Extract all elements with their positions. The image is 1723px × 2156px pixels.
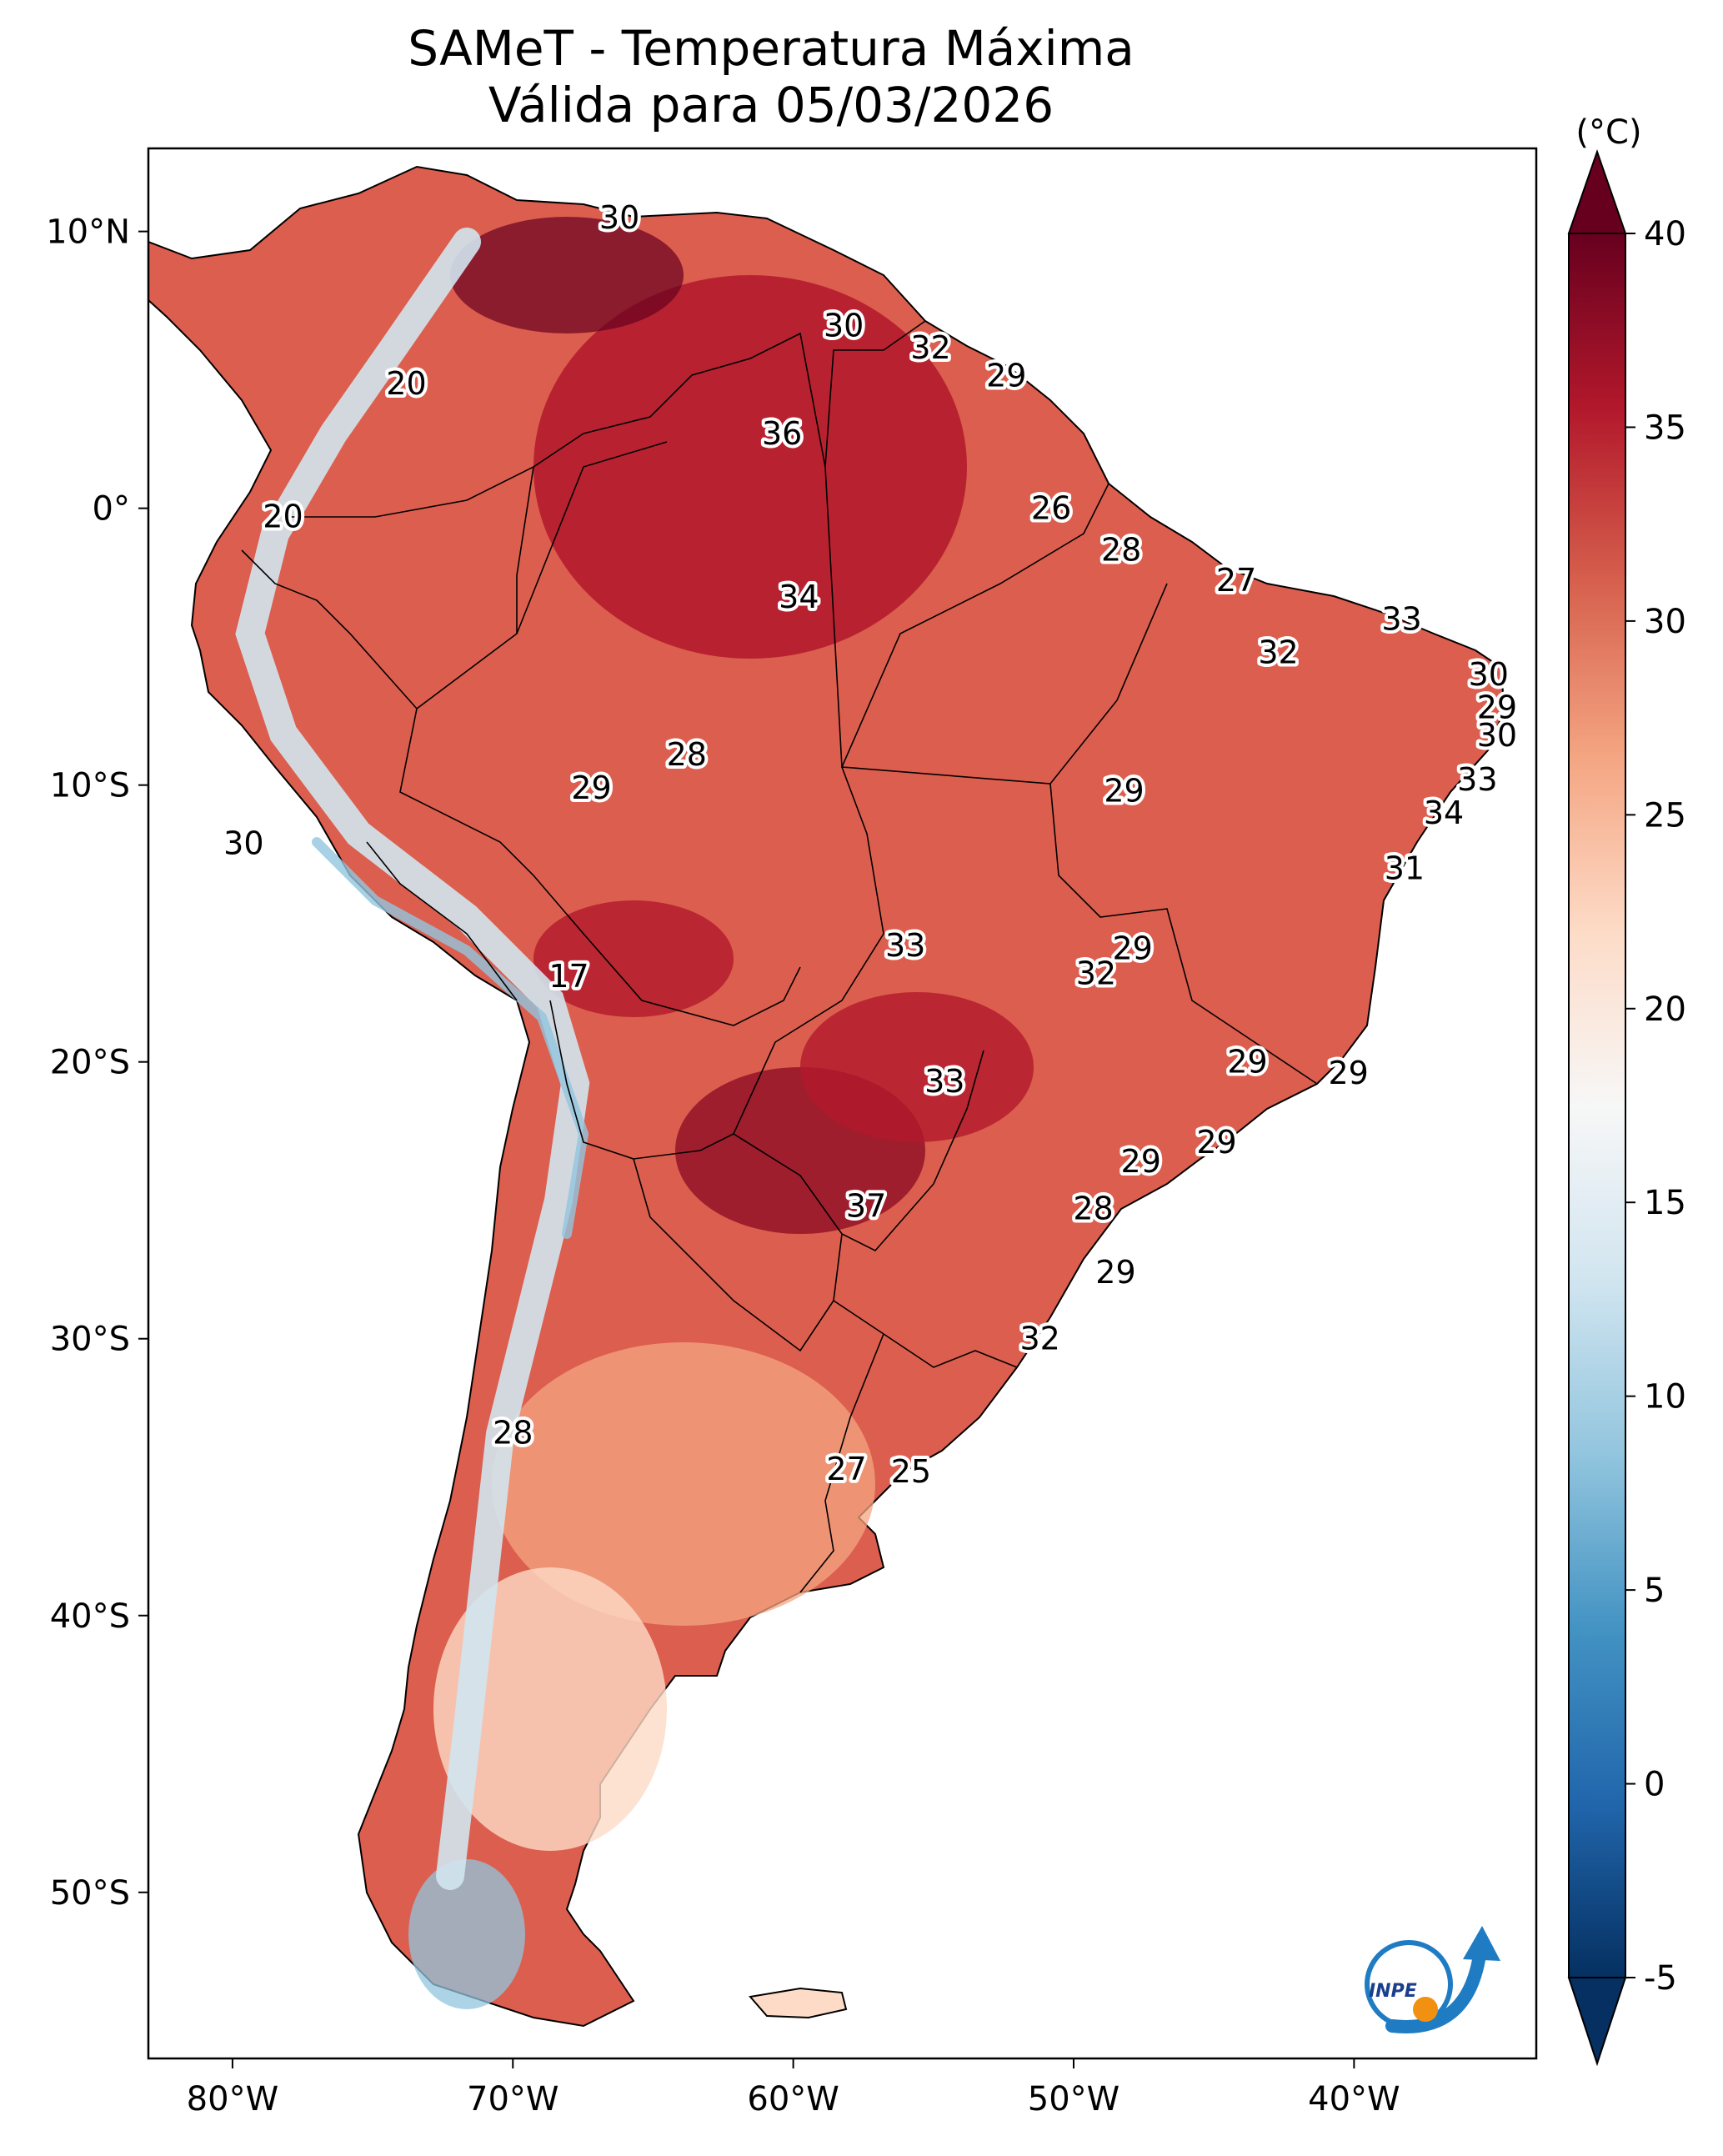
- hot-region-venezuela: [450, 217, 684, 333]
- temperature-value-label: 31: [1385, 850, 1425, 886]
- colorbar: (°C) 40 35 30 25 20 15 10 5 0 -5: [1567, 113, 1686, 2067]
- temperature-value-label: 33: [1381, 600, 1421, 637]
- lat-tick-label: 10°S: [50, 767, 130, 805]
- temperature-value-label: 25: [891, 1453, 931, 1490]
- temperature-value-label: 33: [1457, 761, 1497, 798]
- colorbar-tick-label: 25: [1644, 796, 1686, 835]
- colorbar-tick-label: 30: [1644, 603, 1686, 641]
- logo-arrow-icon: [1463, 1926, 1500, 1961]
- temperature-value-label: 29: [1477, 689, 1517, 726]
- temperature-value-label: 32: [1019, 1321, 1059, 1357]
- colorbar-tick-label: 40: [1644, 215, 1686, 253]
- temperature-value-label: 30: [1469, 656, 1509, 693]
- lat-tick-label: 30°S: [50, 1321, 130, 1359]
- temperature-value-label: 28: [1073, 1191, 1113, 1227]
- longitude-ticks: 80°W 70°W 60°W 50°W 40°W: [187, 2058, 1400, 2118]
- temperature-value-label: 30: [1477, 717, 1517, 754]
- map-layer: [148, 165, 1506, 2028]
- cold-region-southern-andes: [408, 1859, 525, 2009]
- temperature-value-label: 29: [986, 357, 1026, 394]
- temperature-value-label: 33: [924, 1063, 964, 1100]
- lon-tick-label: 60°W: [747, 2080, 839, 2118]
- colorbar-upper-extension: [1567, 148, 1627, 234]
- temperature-value-label: 28: [493, 1415, 533, 1452]
- temperature-value-label: 29: [571, 770, 611, 806]
- temperature-value-label: 29: [1196, 1124, 1236, 1161]
- temperature-value-label: 37: [846, 1187, 886, 1224]
- colorbar-tick-label: -5: [1644, 1959, 1677, 1998]
- lat-tick-label: 20°S: [50, 1044, 130, 1082]
- temperature-value-label: 30: [824, 307, 864, 343]
- colorbar-ticks: 40 35 30 25 20 15 10 5 0 -5: [1625, 215, 1686, 1998]
- temperature-value-label: 29: [1104, 772, 1144, 809]
- temperature-value-label: 34: [779, 579, 819, 615]
- temperature-value-label: 32: [910, 329, 950, 366]
- inpe-logo: INPE: [1365, 1926, 1500, 2033]
- map-subtitle: Válida para 05/03/2026: [488, 77, 1054, 133]
- temperature-value-label: 29: [1095, 1254, 1135, 1291]
- andes-cold-strip: [235, 228, 590, 1890]
- temperature-value-label: 20: [386, 365, 426, 402]
- lat-tick-label: 10°N: [46, 213, 130, 252]
- logo-text: INPE: [1369, 1981, 1417, 2002]
- temperature-value-label: 32: [1076, 955, 1116, 991]
- mild-region-pampas: [492, 1342, 875, 1626]
- temperature-value-label: 29: [1227, 1044, 1267, 1081]
- map-frame: [147, 147, 1538, 2060]
- hot-region-bolivia: [533, 900, 734, 1017]
- lon-tick-label: 80°W: [187, 2080, 278, 2118]
- temperature-value-label: 30: [599, 199, 639, 236]
- hot-region-north: [533, 275, 967, 659]
- temperature-value-label: 30: [223, 825, 263, 861]
- lat-tick-label: 40°S: [50, 1597, 130, 1636]
- colorbar-tick-label: 20: [1644, 990, 1686, 1029]
- temperature-value-label: 32: [1258, 634, 1298, 670]
- colorbar-tick-label: 0: [1644, 1766, 1665, 1804]
- colorbar-tick-label: 5: [1644, 1572, 1665, 1610]
- temperature-value-label: 17: [548, 958, 589, 995]
- lon-tick-label: 70°W: [467, 2080, 558, 2118]
- temperature-value-label: 34: [1424, 795, 1464, 831]
- temperature-value-label: 29: [1328, 1055, 1368, 1091]
- colorbar-tick-label: 10: [1644, 1378, 1686, 1416]
- temperature-value-label: 29: [1112, 930, 1152, 967]
- logo-dot: [1413, 1997, 1438, 2022]
- mild-region-patagonia: [433, 1567, 667, 1851]
- country-borders: [241, 320, 1318, 1593]
- lon-tick-label: 40°W: [1308, 2080, 1400, 2118]
- colorbar-body: [1569, 233, 1625, 1978]
- lat-tick-label: 0°: [93, 490, 130, 529]
- colorbar-tick-label: 15: [1644, 1184, 1686, 1222]
- colorbar-unit: (°C): [1575, 113, 1641, 152]
- temperature-value-label: 26: [1031, 490, 1071, 527]
- lat-tick-label: 50°S: [50, 1874, 130, 1913]
- temperature-value-label: 20: [263, 499, 303, 535]
- map-title: SAMeT - Temperatura Máxima: [408, 20, 1134, 77]
- colorbar-frame: [1568, 233, 1626, 1978]
- latitude-ticks: 10°N 0° 10°S 20°S 30°S 40°S 50°S: [46, 213, 148, 1913]
- temperature-value-label: 27: [1216, 562, 1256, 599]
- temperature-value-label: 28: [1101, 531, 1141, 568]
- hot-region-center: [800, 992, 1034, 1142]
- logo-swoosh: [1385, 1948, 1486, 2033]
- falkland-islands: [749, 1987, 848, 2019]
- colorbar-tick-label: 35: [1644, 409, 1686, 447]
- temperature-value-label: 33: [885, 927, 925, 964]
- lon-tick-label: 50°W: [1028, 2080, 1119, 2118]
- temperature-value-label: 27: [826, 1451, 866, 1487]
- colorbar-lower-extension: [1567, 1977, 1627, 2067]
- temperature-value-label: 28: [667, 736, 707, 773]
- temperature-value-label: 29: [1121, 1143, 1161, 1180]
- temperature-value-label: 36: [762, 415, 802, 452]
